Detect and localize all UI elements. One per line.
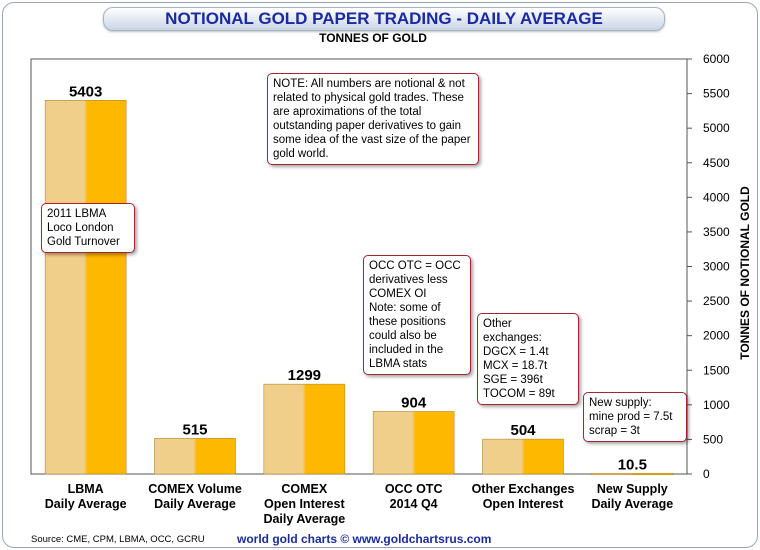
bar <box>44 99 127 475</box>
other-exchanges-note: Other exchanges: DGCX = 1.4t MCX = 18.7t… <box>477 313 579 405</box>
category-label: COMEX Volume Daily Average <box>148 482 242 511</box>
bar <box>263 383 346 475</box>
occ-note: OCC OTC = OCC derivatives less COMEX OI … <box>363 255 471 375</box>
source-note: Source: CME, CPM, LBMA, OCC, GCRU <box>31 534 205 545</box>
title-bar: NOTIONAL GOLD PAPER TRADING - DAILY AVER… <box>103 7 665 31</box>
y-tick-label: 3500 <box>703 225 730 239</box>
category-label: COMEX Open Interest Daily Average <box>263 482 346 526</box>
disclaimer-note: NOTE: All numbers are notional & not rel… <box>267 73 479 165</box>
y-tick-label: 1500 <box>703 363 730 377</box>
bar-value-label: 1299 <box>288 367 321 384</box>
y-axis-label: TONNES OF NOTIONAL GOLD <box>738 186 752 360</box>
bar-value-label: 10.5 <box>618 456 647 473</box>
bar-value-label: 904 <box>401 394 427 411</box>
bar <box>154 438 236 475</box>
bar-chart: 0 500 1000 1500 2000 2500 3000 3500 4000 4500 5000… <box>30 52 730 481</box>
watermark: world gold charts © www.goldchartsrus.co… <box>237 532 492 546</box>
category-label: Other Exchanges Open Interest <box>471 482 575 511</box>
bar-value-label: 515 <box>182 421 207 438</box>
y-tick-label: 3000 <box>703 260 730 274</box>
y-tick-label: 500 <box>703 432 723 446</box>
chart-subtitle: TONNES OF GOLD <box>319 31 427 45</box>
bar <box>482 438 564 475</box>
y-tick-label: 1000 <box>703 398 730 412</box>
bar-value-label: 504 <box>510 422 536 439</box>
bar <box>591 472 674 476</box>
y-tick-label: 2000 <box>703 329 730 343</box>
y-tick-label: 5000 <box>703 121 730 135</box>
y-tick-label: 6000 <box>703 52 730 66</box>
category-label: OCC OTC 2014 Q4 <box>384 482 443 511</box>
y-tick-label: 2500 <box>703 294 730 308</box>
lbma-note: 2011 LBMA Loco London Gold Turnover <box>41 203 135 253</box>
y-tick-label: 4000 <box>703 190 730 204</box>
bar <box>372 411 455 475</box>
y-tick-label: 4500 <box>703 156 730 170</box>
chart-title: NOTIONAL GOLD PAPER TRADING - DAILY AVER… <box>165 9 603 28</box>
y-tick-label: 5500 <box>703 87 730 101</box>
new-supply-note: New supply: mine prod = 7.5t scrap = 3t <box>583 392 687 442</box>
y-tick-label: 0 <box>703 467 710 481</box>
bar-value-label: 5403 <box>69 83 102 100</box>
category-label: LBMA Daily Average <box>44 482 127 511</box>
category-label: New Supply Daily Average <box>591 482 674 511</box>
